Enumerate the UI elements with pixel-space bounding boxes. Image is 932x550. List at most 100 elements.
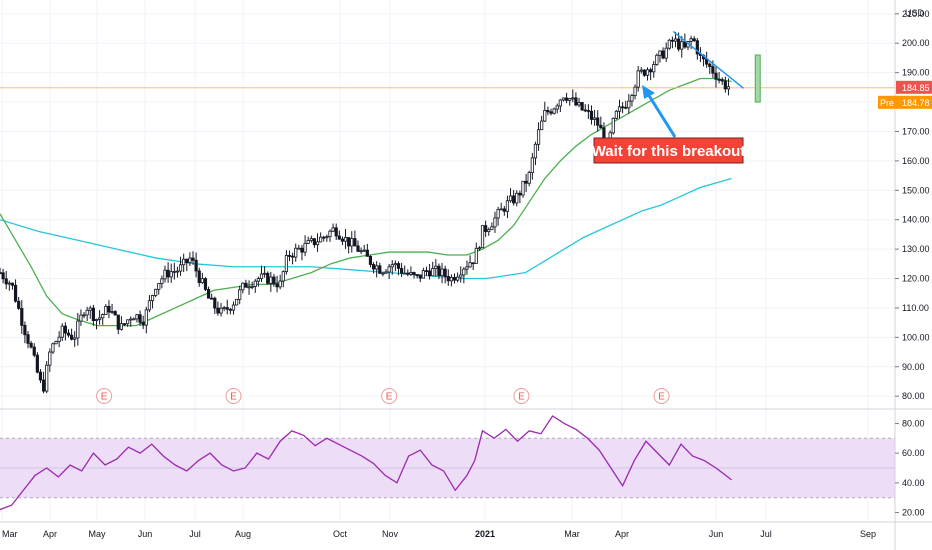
candle-body [319,236,323,243]
candle-body [85,309,89,316]
candle-body [222,307,226,309]
candle-body [642,69,647,76]
candle-body [1,272,5,280]
candle-body [129,318,133,321]
callout-box [593,137,744,164]
candle-body [263,272,267,275]
rsi-tick-label: 80.00 [902,418,925,428]
candle-body [521,180,525,196]
candle-body [714,72,718,80]
candle-body [138,314,142,323]
candle-body [393,263,397,266]
annotations-layer: Wait for this breakout [592,30,761,164]
candle-body [680,41,684,50]
candle-body [468,262,472,268]
candle-body [188,257,192,263]
candle-body [57,336,61,342]
price-labels: 184.85 Pre 184.78 [878,80,932,109]
candle-body [449,277,453,282]
candle-body [446,276,450,282]
candle-body [4,278,8,285]
candle-body [487,229,491,232]
candle-body [403,272,407,275]
rsi-line [0,415,732,511]
candle-body [70,334,74,340]
earnings-event-marker[interactable] [225,388,242,404]
candle-body [477,247,482,250]
earnings-event-marker[interactable] [513,388,530,404]
candle-body [238,289,242,300]
candle-body [396,263,401,269]
candle-body [431,268,435,277]
time-tick-label: Jul [189,529,201,539]
candle-body [322,236,326,239]
candle-body [132,318,136,321]
trendline [672,30,745,89]
time-tick-label: Nov [382,529,399,539]
candle-body [247,286,251,289]
candle-body [13,284,18,302]
candle-body [185,258,189,263]
candle-body [98,317,102,320]
candle-body [309,238,313,241]
candle-body [259,273,264,280]
candle-body [216,307,220,314]
candle-body [639,69,643,72]
callout-text: Wait for this breakout [592,143,746,160]
candle-body [231,304,236,311]
pre-market-prefix: Pre [880,98,894,108]
candle-body [527,172,531,184]
earnings-event-marker[interactable] [381,388,398,404]
candle-body [291,255,295,258]
candle-body [496,209,500,219]
candle-body [512,195,516,204]
earnings-event-label: E [101,392,108,403]
time-tick-label: Mar [564,529,580,539]
candle-body [116,314,120,330]
rsi-tick-label: 40.00 [902,478,925,488]
candle-body [652,64,656,73]
candle-body [244,282,248,288]
candle-body [673,38,678,42]
candle-body [306,240,310,244]
earnings-event-marker[interactable] [653,388,670,404]
time-tick-label: Apr [43,529,57,539]
candle-body [384,271,388,274]
candle-body [101,314,105,319]
candle-body [456,276,460,281]
candle-body [462,268,466,276]
earnings-event-label: E [518,392,525,403]
price-tick-label: 120.00 [902,274,930,284]
candle-body [586,110,590,112]
candle-body [558,99,562,107]
rsi-tick-label: 20.00 [902,508,925,518]
candle-body [272,276,276,285]
candle-body [79,314,83,322]
price-tick-label: 170.00 [902,126,930,136]
price-tick-label: 130.00 [902,244,930,254]
candle-body [340,238,345,242]
candle-body [26,334,30,344]
rsi-tick-label: 60.00 [902,448,925,458]
candle-body [508,195,513,202]
rsi-band [0,437,895,499]
candle-body [571,97,575,100]
time-tick-label: Jul [760,529,772,539]
candle-body [203,278,208,290]
candle-body [172,270,176,273]
candle-body [390,264,394,268]
earnings-event-marker[interactable] [96,388,113,404]
pre-market-prefix-tag [878,95,896,109]
candle-body [160,278,164,284]
candle-body [60,325,64,338]
candle-body [266,272,270,284]
price-tick-label: 150.00 [902,185,930,195]
candle-body [147,300,152,311]
candle-body [334,227,338,237]
candle-body [250,286,254,288]
earnings-event-label: E [230,392,237,403]
candle-body [278,280,282,288]
candle-body [421,270,425,279]
candle-body [546,110,550,113]
candle-body [303,242,307,253]
